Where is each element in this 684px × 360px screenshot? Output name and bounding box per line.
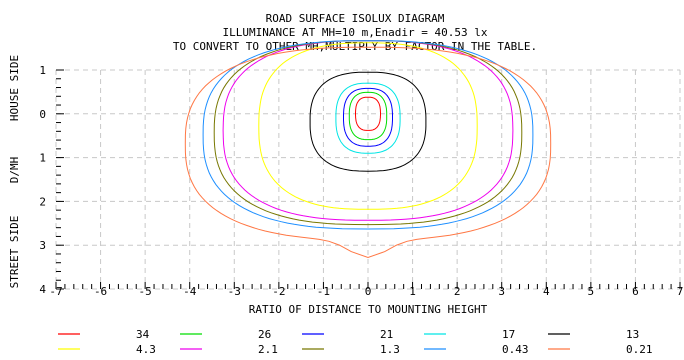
x-tick-label: 0 [365, 285, 372, 298]
contour-2.1 [222, 40, 514, 221]
x-tick-label: 1 [409, 285, 416, 298]
ylabel-street-side: STREET SIDE [8, 216, 21, 289]
contour-lines [184, 40, 552, 259]
x-tick-label: -6 [94, 285, 107, 298]
chart-subtitle-convert: TO CONVERT TO OTHER MH,MULTIPLY BY FACTO… [173, 40, 537, 53]
contour-0.21 [184, 46, 552, 259]
contour-17 [335, 82, 401, 154]
chart-title: ROAD SURFACE ISOLUX DIAGRAM [266, 12, 445, 25]
axis-ticks: -7 -6 -5 -4 -3 -2 -1 0 1 2 3 4 5 6 7 1 0 1 2 3 4 [39, 64, 683, 298]
contour-34 [355, 96, 381, 131]
legend-label: 13 [626, 328, 639, 341]
x-tick-label: -2 [272, 285, 285, 298]
legend-label: 34 [136, 328, 150, 341]
y-tick-label: 1 [39, 152, 46, 165]
contour-21 [343, 87, 393, 147]
y-tick-label: 2 [39, 195, 46, 208]
legend-label: 0.21 [626, 343, 653, 356]
chart-subtitle-illuminance: ILLUMINANCE AT MH=10 m,Enadir = 40.53 lx [223, 26, 488, 39]
x-tick-label: 6 [632, 285, 639, 298]
legend-label: 26 [258, 328, 271, 341]
x-tick-label: 7 [677, 285, 684, 298]
x-tick-label: 3 [498, 285, 505, 298]
x-tick-label: -4 [183, 285, 197, 298]
x-tick-label: -5 [139, 285, 152, 298]
contour-4.3 [258, 42, 478, 210]
grid [55, 69, 681, 290]
legend-label: 17 [502, 328, 515, 341]
legend-label: 1.3 [380, 343, 400, 356]
contour-26 [348, 91, 388, 141]
x-tick-label: 5 [588, 285, 595, 298]
legend-label: 2.1 [258, 343, 278, 356]
y-tick-label: 3 [39, 239, 46, 252]
legend: 34 26 21 17 13 4.3 2.1 1.3 0.43 0.21 [58, 328, 653, 356]
contour-13 [309, 71, 427, 172]
x-tick-label: -1 [317, 285, 330, 298]
legend-label: 0.43 [502, 343, 529, 356]
x-tick-label: -7 [49, 285, 62, 298]
y-tick-label: 4 [39, 283, 46, 296]
x-tick-label: 4 [543, 285, 550, 298]
ylabel-dmh: D/MH [8, 157, 21, 184]
legend-label: 4.3 [136, 343, 156, 356]
x-tick-label: -3 [228, 285, 241, 298]
contour-0.43 [202, 40, 534, 230]
x-tick-label: 2 [454, 285, 461, 298]
legend-label: 21 [380, 328, 393, 341]
contour-1.3 [213, 40, 523, 226]
ylabel-house-side: HOUSE SIDE [8, 55, 21, 121]
xlabel: RATIO OF DISTANCE TO MOUNTING HEIGHT [249, 303, 488, 316]
y-tick-label: 1 [39, 64, 46, 77]
y-tick-label: 0 [39, 108, 46, 121]
